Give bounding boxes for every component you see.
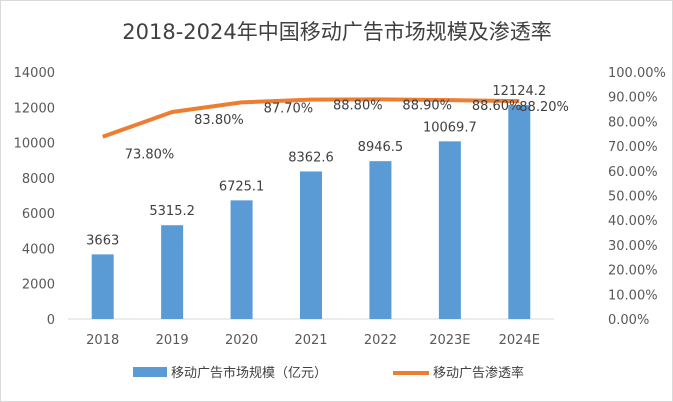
line-data-label: 88.60%: [472, 99, 522, 114]
line-series: [102, 97, 520, 139]
bar-data-label: 8362.6: [288, 150, 334, 165]
legend-bar-swatch: [133, 367, 167, 377]
x-axis-tick-label: 2020: [225, 333, 258, 348]
x-axis-tick-label: 2022: [364, 333, 397, 348]
bar: [230, 200, 253, 319]
legend-bar-label: 移动广告市场规模（亿元）: [171, 365, 327, 381]
bar: [161, 225, 184, 319]
x-axis-tick-label: 2018: [86, 333, 119, 348]
left-axis-tick-label: 0: [47, 313, 55, 328]
left-axis-tick-label: 6000: [22, 207, 55, 222]
left-axis-tick-label: 14000: [14, 66, 55, 81]
right-axis-tick-label: 10.00%: [608, 288, 658, 303]
right-axis-tick-label: 40.00%: [608, 214, 658, 229]
line-data-label: 73.80%: [125, 148, 175, 163]
right-axis-tick-label: 70.00%: [608, 140, 658, 155]
right-axis-tick-label: 20.00%: [608, 264, 658, 279]
bar: [300, 171, 322, 319]
left-axis-tick-label: 8000: [22, 172, 55, 187]
bar: [508, 105, 531, 319]
right-axis-tick-label: 80.00%: [608, 115, 658, 130]
right-axis-tick-label: 0.00%: [608, 313, 649, 328]
bar-data-label: 10069.7: [423, 120, 477, 135]
left-axis-tick-label: 2000: [22, 278, 55, 293]
chart-title: 2018-2024年中国移动广告市场规模及渗透率: [122, 20, 551, 44]
bar: [369, 161, 392, 319]
left-axis-tick-label: 10000: [14, 137, 55, 152]
x-axis-tick-label: 2024E: [499, 333, 540, 348]
bar: [438, 141, 461, 319]
x-axis-tick-label: 2021: [294, 333, 327, 348]
right-axis-tick-label: 60.00%: [608, 165, 658, 180]
bar-data-label: 6725.1: [219, 179, 265, 194]
line-data-label: 88.90%: [402, 98, 452, 113]
bar-data-label: 5315.2: [149, 204, 195, 219]
left-axis-tick-label: 12000: [14, 101, 55, 116]
right-axis-tick-label: 50.00%: [608, 190, 658, 205]
right-axis-tick-label: 100.00%: [608, 66, 666, 81]
bar-data-label: 12124.2: [492, 84, 546, 99]
right-axis-tick-label: 90.00%: [608, 91, 658, 106]
bar-data-label: 3663: [86, 233, 119, 248]
bar: [91, 254, 114, 319]
x-axis-tick-label: 2019: [156, 333, 189, 348]
right-axis-tick-label: 30.00%: [608, 239, 658, 254]
bar-data-label: 8946.5: [358, 140, 404, 155]
left-axis-tick-label: 4000: [22, 242, 55, 257]
line-data-label: 88.80%: [333, 99, 383, 114]
line-data-label: 88.20%: [519, 100, 569, 115]
x-axis-tick-label: 2023E: [429, 333, 470, 348]
line-data-label: 83.80%: [194, 113, 244, 128]
legend-line-label: 移动广告渗透率: [433, 365, 524, 381]
line-data-label: 87.70%: [264, 101, 314, 116]
